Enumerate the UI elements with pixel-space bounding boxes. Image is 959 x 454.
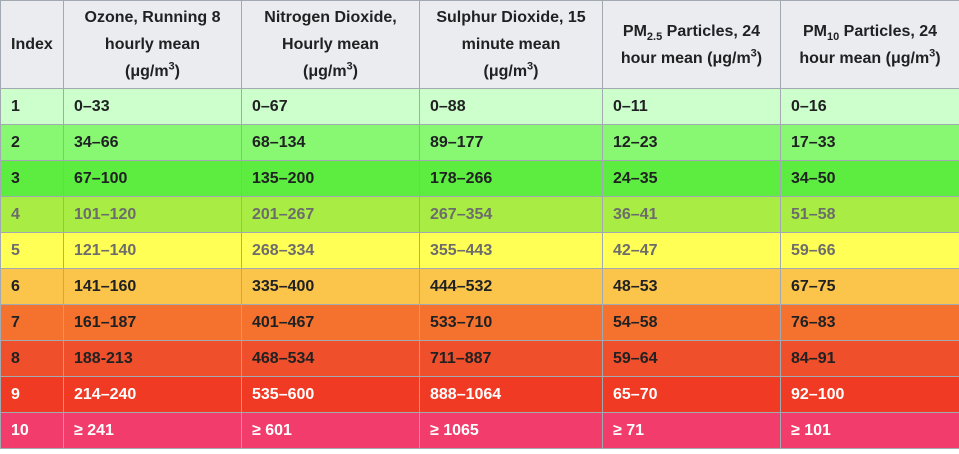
cell-ozone: 67–100 bbox=[63, 160, 242, 197]
cell-pm10: 76–83 bbox=[780, 304, 959, 341]
cell-ozone: 161–187 bbox=[63, 304, 242, 341]
cell-sulphur-dioxide: 533–710 bbox=[419, 304, 603, 341]
table-row: 4 101–120 201–267 267–354 36–41 51–58 bbox=[0, 196, 959, 233]
cell-sulphur-dioxide: 444–532 bbox=[419, 268, 603, 305]
cell-ozone: 214–240 bbox=[63, 376, 242, 413]
cell-sulphur-dioxide: 355–443 bbox=[419, 232, 603, 269]
cell-nitrogen-dioxide: 268–334 bbox=[241, 232, 420, 269]
cell-pm25: 24–35 bbox=[602, 160, 781, 197]
cell-sulphur-dioxide: 178–266 bbox=[419, 160, 603, 197]
cell-nitrogen-dioxide: ≥ 601 bbox=[241, 412, 420, 449]
cell-pm25: 65–70 bbox=[602, 376, 781, 413]
cell-pm10: 34–50 bbox=[780, 160, 959, 197]
cell-pm25: ≥ 71 bbox=[602, 412, 781, 449]
cell-sulphur-dioxide: 89–177 bbox=[419, 124, 603, 161]
cell-pm10: 84–91 bbox=[780, 340, 959, 377]
cell-pm10: 0–16 bbox=[780, 88, 959, 125]
cell-ozone: 34–66 bbox=[63, 124, 242, 161]
table-row: 6 141–160 335–400 444–532 48–53 67–75 bbox=[0, 268, 959, 305]
table-row: 8 188-213 468–534 711–887 59–64 84–91 bbox=[0, 340, 959, 377]
cell-pm10: 51–58 bbox=[780, 196, 959, 233]
cell-pm25: 12–23 bbox=[602, 124, 781, 161]
cell-index: 2 bbox=[0, 124, 64, 161]
cell-index: 10 bbox=[0, 412, 64, 449]
cell-pm25: 59–64 bbox=[602, 340, 781, 377]
cell-pm10: 17–33 bbox=[780, 124, 959, 161]
cell-sulphur-dioxide: 0–88 bbox=[419, 88, 603, 125]
table-row: 9 214–240 535–600 888–1064 65–70 92–100 bbox=[0, 376, 959, 413]
table-row: 2 34–66 68–134 89–177 12–23 17–33 bbox=[0, 124, 959, 161]
cell-pm25: 54–58 bbox=[602, 304, 781, 341]
table-row: 10 ≥ 241 ≥ 601 ≥ 1065 ≥ 71 ≥ 101 bbox=[0, 412, 959, 449]
cell-pm25: 36–41 bbox=[602, 196, 781, 233]
cell-ozone: 141–160 bbox=[63, 268, 242, 305]
header-index: Index bbox=[0, 0, 64, 89]
cell-ozone: 121–140 bbox=[63, 232, 242, 269]
cell-sulphur-dioxide: 888–1064 bbox=[419, 376, 603, 413]
cell-sulphur-dioxide: ≥ 1065 bbox=[419, 412, 603, 449]
table-header: Index Ozone, Running 8 hourly mean (μg/m… bbox=[0, 0, 959, 89]
table-row: 5 121–140 268–334 355–443 42–47 59–66 bbox=[0, 232, 959, 269]
header-nitrogen-dioxide: Nitrogen Dioxide, Hourly mean (μg/m3) bbox=[241, 0, 420, 89]
cell-nitrogen-dioxide: 201–267 bbox=[241, 196, 420, 233]
cell-index: 9 bbox=[0, 376, 64, 413]
cell-index: 5 bbox=[0, 232, 64, 269]
cell-ozone: 101–120 bbox=[63, 196, 242, 233]
cell-nitrogen-dioxide: 135–200 bbox=[241, 160, 420, 197]
header-sulphur-dioxide: Sulphur Dioxide, 15 minute mean (μg/m3) bbox=[419, 0, 603, 89]
cell-ozone: ≥ 241 bbox=[63, 412, 242, 449]
cell-pm25: 42–47 bbox=[602, 232, 781, 269]
cell-nitrogen-dioxide: 335–400 bbox=[241, 268, 420, 305]
cell-ozone: 188-213 bbox=[63, 340, 242, 377]
table-row: 3 67–100 135–200 178–266 24–35 34–50 bbox=[0, 160, 959, 197]
header-pm25: PM2.5 Particles, 24 hour mean (μg/m3) bbox=[602, 0, 781, 89]
cell-index: 6 bbox=[0, 268, 64, 305]
cell-index: 7 bbox=[0, 304, 64, 341]
cell-nitrogen-dioxide: 0–67 bbox=[241, 88, 420, 125]
table-body: 1 0–33 0–67 0–88 0–11 0–16 2 34–66 68–134 89–177 1… bbox=[0, 88, 959, 449]
table-row: 1 0–33 0–67 0–88 0–11 0–16 bbox=[0, 88, 959, 125]
cell-sulphur-dioxide: 711–887 bbox=[419, 340, 603, 377]
header-row: Index Ozone, Running 8 hourly mean (μg/m… bbox=[0, 0, 959, 89]
cell-index: 3 bbox=[0, 160, 64, 197]
cell-pm10: 67–75 bbox=[780, 268, 959, 305]
cell-index: 4 bbox=[0, 196, 64, 233]
cell-index: 1 bbox=[0, 88, 64, 125]
cell-pm10: 59–66 bbox=[780, 232, 959, 269]
cell-nitrogen-dioxide: 535–600 bbox=[241, 376, 420, 413]
header-pm10: PM10 Particles, 24 hour mean (μg/m3) bbox=[780, 0, 959, 89]
cell-pm10: ≥ 101 bbox=[780, 412, 959, 449]
cell-ozone: 0–33 bbox=[63, 88, 242, 125]
cell-sulphur-dioxide: 267–354 bbox=[419, 196, 603, 233]
cell-pm25: 48–53 bbox=[602, 268, 781, 305]
cell-pm25: 0–11 bbox=[602, 88, 781, 125]
cell-nitrogen-dioxide: 468–534 bbox=[241, 340, 420, 377]
cell-pm10: 92–100 bbox=[780, 376, 959, 413]
cell-nitrogen-dioxide: 401–467 bbox=[241, 304, 420, 341]
cell-index: 8 bbox=[0, 340, 64, 377]
header-ozone: Ozone, Running 8 hourly mean (μg/m3) bbox=[63, 0, 242, 89]
table-row: 7 161–187 401–467 533–710 54–58 76–83 bbox=[0, 304, 959, 341]
cell-nitrogen-dioxide: 68–134 bbox=[241, 124, 420, 161]
